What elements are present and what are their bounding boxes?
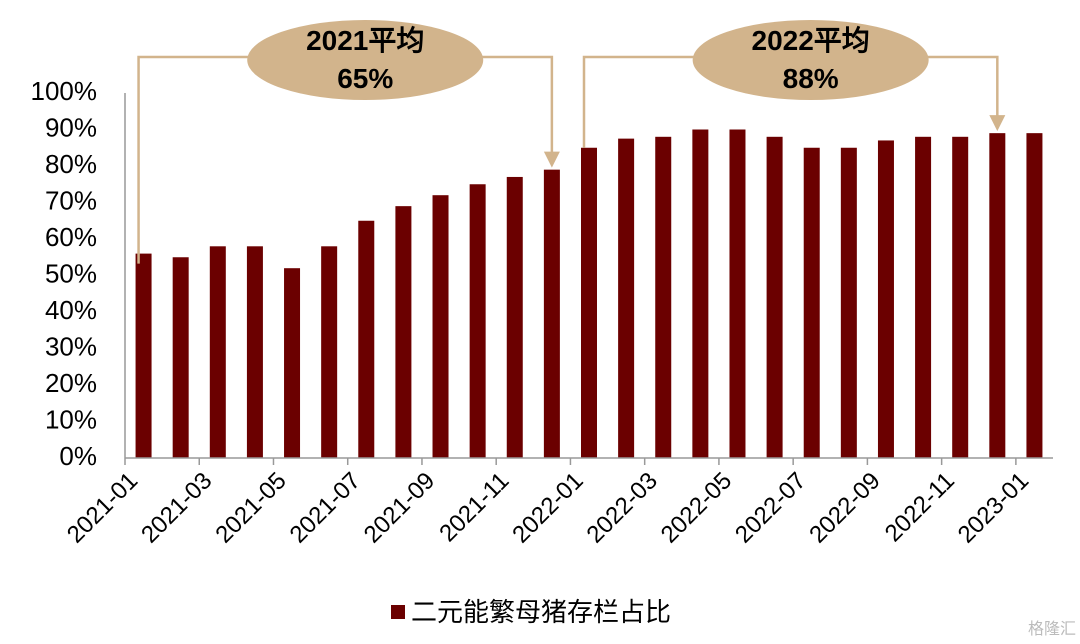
x-tick-label: 2021-09 xyxy=(359,467,440,548)
legend: 二元能繁母猪存栏占比 xyxy=(391,597,671,627)
y-tick-label: 90% xyxy=(45,112,97,142)
bar xyxy=(618,138,635,458)
bar xyxy=(395,206,412,458)
y-tick-label: 30% xyxy=(45,331,97,361)
bar xyxy=(766,136,783,459)
bar xyxy=(729,129,746,458)
y-tick-label: 10% xyxy=(45,404,97,434)
bar-series xyxy=(135,129,1043,459)
y-tick-label: 40% xyxy=(45,295,97,325)
y-tick-label: 50% xyxy=(45,258,97,288)
x-tick-label: 2021-01 xyxy=(62,467,143,548)
x-tick-label: 2022-05 xyxy=(656,467,737,548)
bar xyxy=(989,133,1006,458)
x-tick-label: 2021-11 xyxy=(434,467,514,547)
bar xyxy=(284,268,301,458)
y-tick-label: 100% xyxy=(31,76,98,106)
bar xyxy=(321,246,338,458)
x-tick-label: 2022-03 xyxy=(582,467,663,548)
bar xyxy=(1026,133,1043,458)
x-tick-label: 2022-07 xyxy=(730,467,811,548)
callout-arrowhead xyxy=(543,151,560,168)
axes xyxy=(124,93,1053,465)
legend-swatch xyxy=(391,605,405,619)
bar xyxy=(246,246,263,458)
x-tick-label: 2023-01 xyxy=(953,467,1034,548)
bar xyxy=(172,257,189,458)
x-tick-label: 2022-01 xyxy=(507,467,588,548)
bar xyxy=(877,140,894,458)
callout-title: 2022平均 xyxy=(752,25,870,56)
watermark: 格隆汇 xyxy=(1028,620,1076,638)
callout-value: 65% xyxy=(337,63,393,94)
bar xyxy=(209,246,226,458)
bar xyxy=(915,136,932,459)
bar xyxy=(581,147,597,458)
bar xyxy=(135,253,152,458)
legend-label: 二元能繁母猪存栏占比 xyxy=(411,597,671,627)
bar xyxy=(803,147,820,458)
bar xyxy=(692,129,709,458)
bar xyxy=(952,136,969,459)
bar xyxy=(358,220,375,458)
y-tick-label: 60% xyxy=(45,222,97,252)
x-tick-label: 2021-05 xyxy=(210,467,291,548)
y-axis-ticks: 0% 10% 20% 30% 40% 50% 60% 70% 80% 90% 100% xyxy=(31,76,98,471)
callout-bubble xyxy=(692,20,929,100)
bar xyxy=(506,176,523,458)
x-tick-label: 2022-11 xyxy=(880,467,960,547)
callouts: 2021平均 65% 2022平均 88% xyxy=(137,20,1006,264)
bar xyxy=(840,147,857,458)
bar xyxy=(543,169,560,458)
x-axis-ticks: 2021-012021-032021-052021-072021-092021-… xyxy=(62,467,1034,548)
callout-arrowhead xyxy=(989,115,1006,132)
callout-title: 2021平均 xyxy=(306,25,424,56)
bar xyxy=(655,136,672,459)
x-tick-label: 2022-09 xyxy=(804,467,885,548)
y-tick-label: 80% xyxy=(45,149,97,179)
bar xyxy=(469,184,486,458)
y-tick-label: 70% xyxy=(45,185,97,215)
callout-value: 88% xyxy=(783,63,839,94)
callout-bubble xyxy=(247,20,484,100)
x-tick-label: 2021-03 xyxy=(136,467,217,548)
x-tick-label: 2021-07 xyxy=(285,467,366,548)
y-tick-label: 20% xyxy=(45,368,97,398)
y-tick-label: 0% xyxy=(59,441,97,471)
bar xyxy=(432,195,449,458)
